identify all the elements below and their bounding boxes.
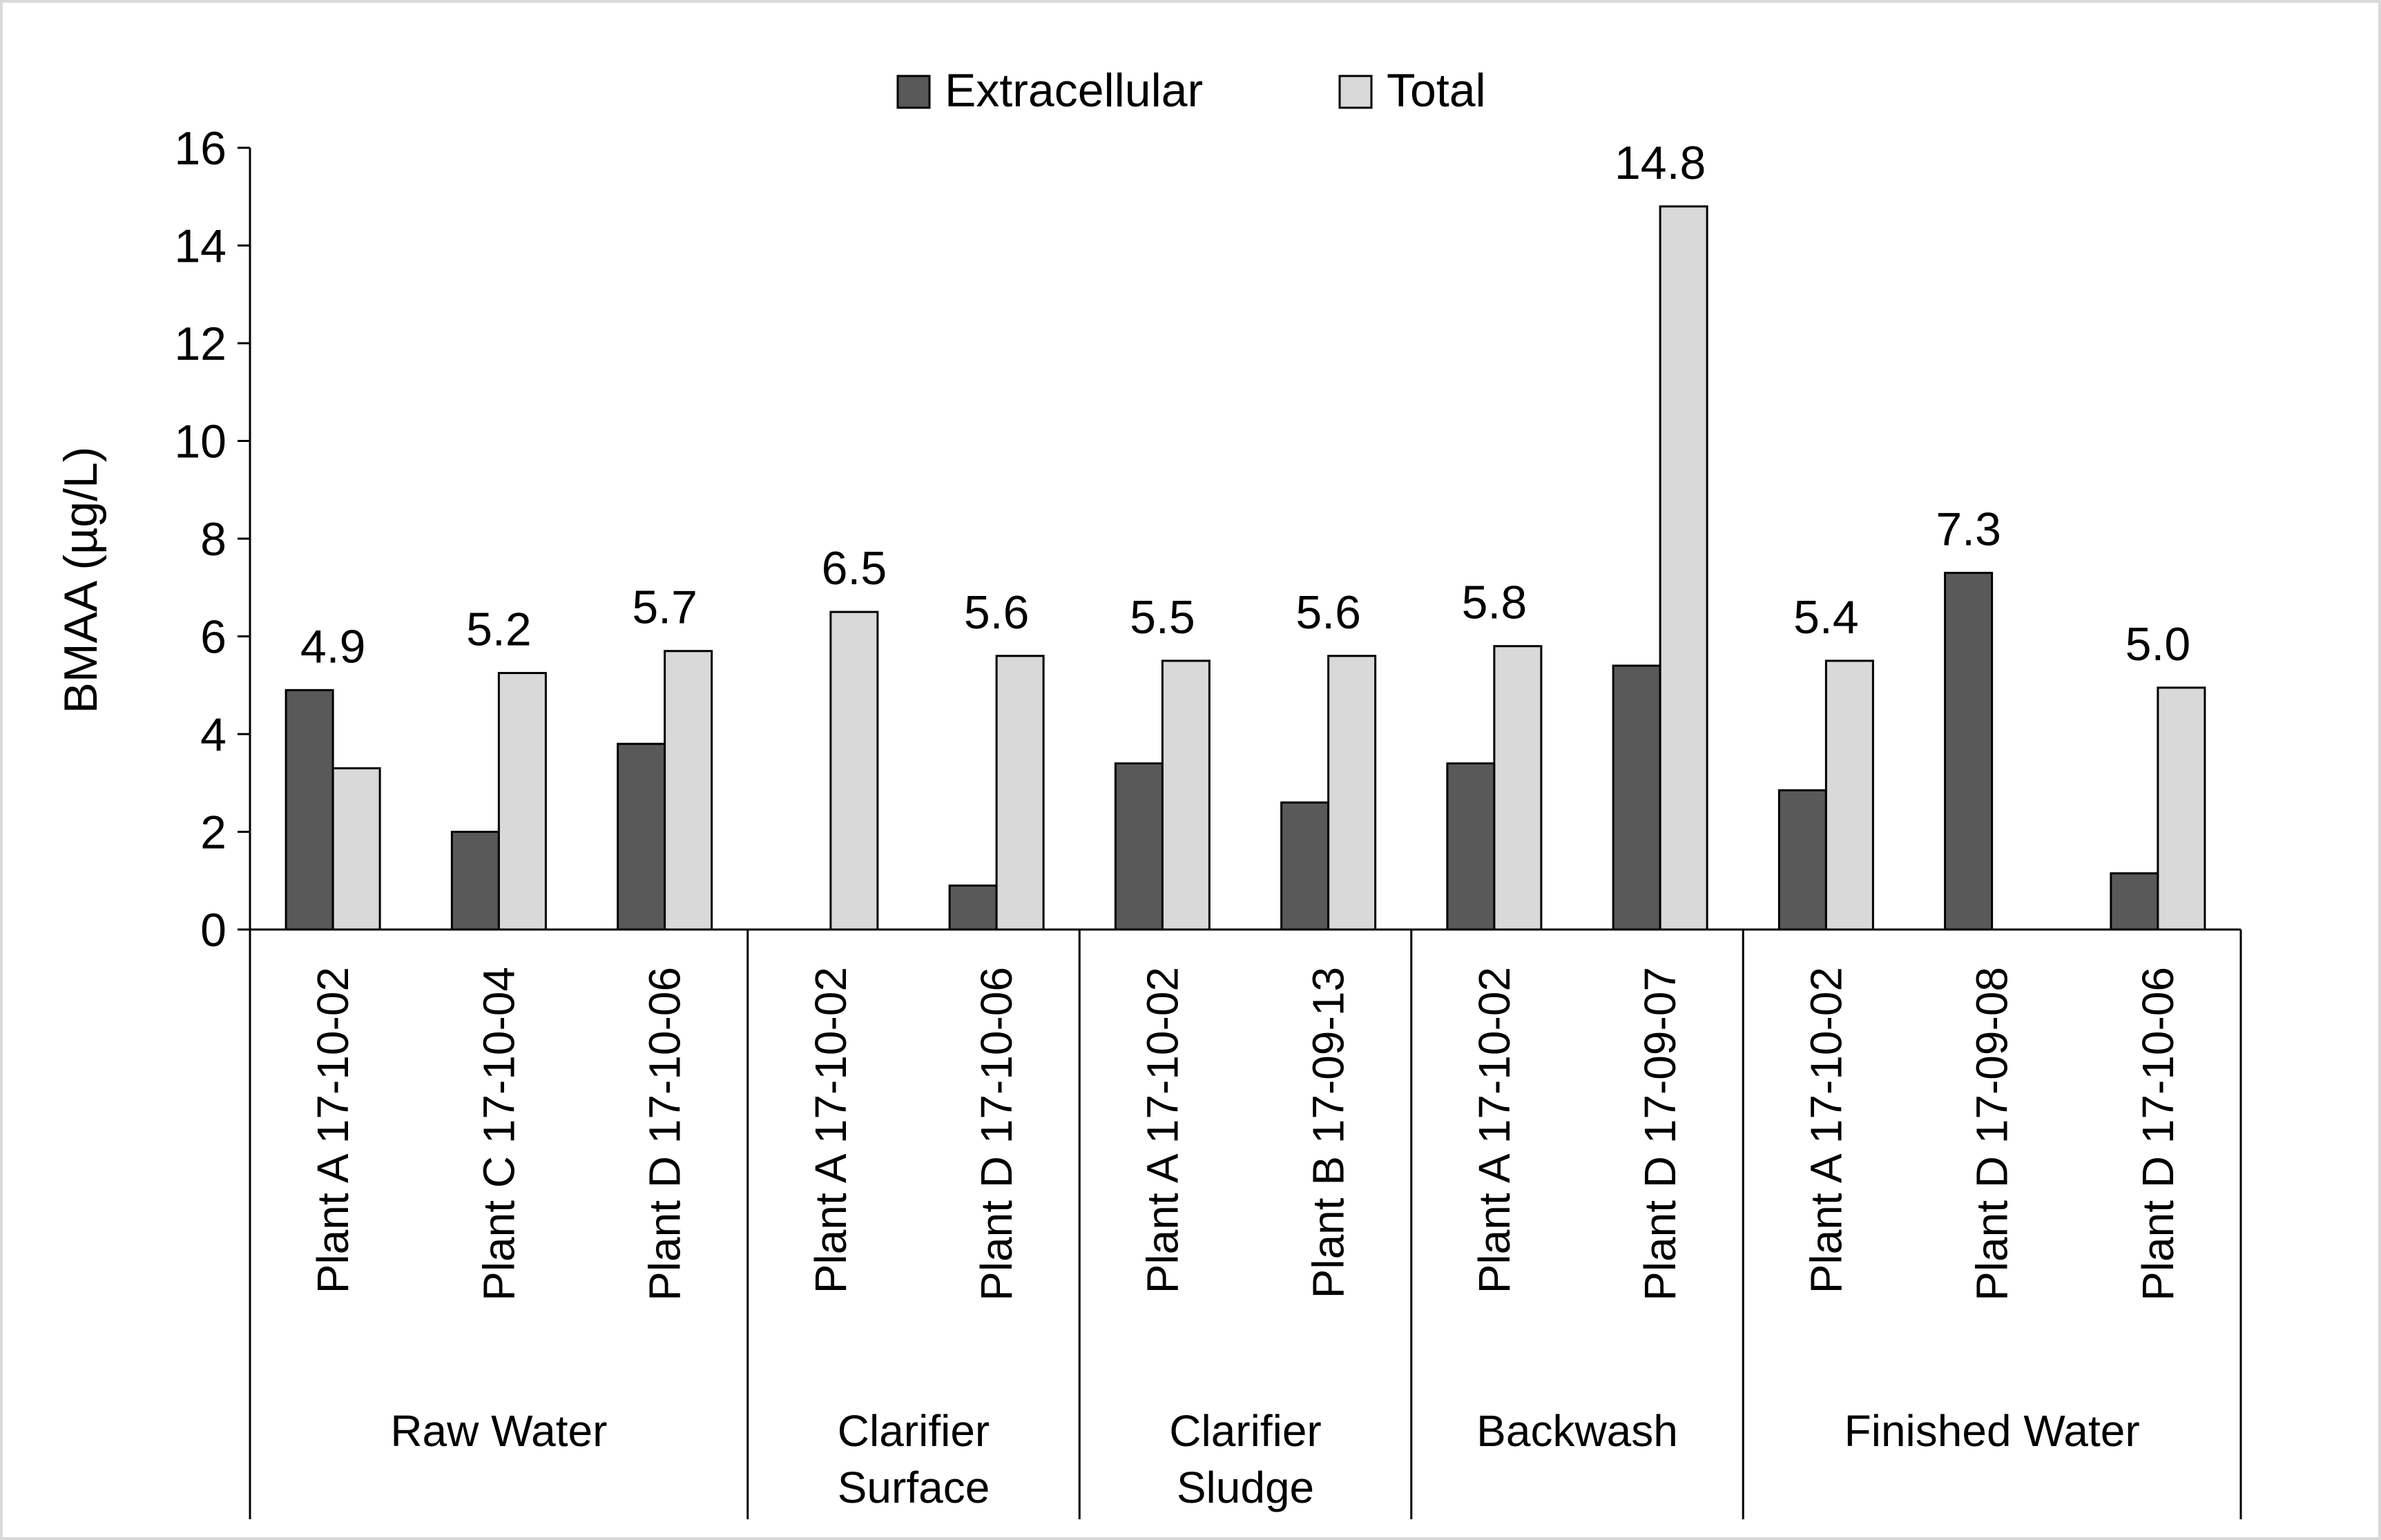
- y-tick-label: 8: [200, 513, 226, 566]
- category-label: Plant B 17-09-13: [1304, 967, 1353, 1298]
- group-label: Surface: [838, 1463, 990, 1512]
- bar-extracellular: [450, 831, 500, 931]
- bars: [285, 205, 2206, 931]
- data-label: 5.8: [1462, 577, 1527, 629]
- bar-extracellular: [617, 742, 666, 931]
- bar-total: [1327, 655, 1377, 931]
- data-label: 14.8: [1614, 137, 1706, 189]
- bar-total: [1659, 205, 1708, 931]
- group-label: Backwash: [1476, 1406, 1678, 1456]
- category-label: Plant A 17-10-02: [1469, 967, 1519, 1293]
- data-label: 7.3: [1936, 503, 2001, 556]
- bar-extracellular: [1114, 762, 1164, 931]
- bar-total: [1161, 660, 1211, 931]
- group-label: Clarifier: [1169, 1406, 1321, 1456]
- bar-total: [497, 672, 547, 931]
- category-label: Plant D 17-10-06: [640, 967, 690, 1301]
- group-label: Raw Water: [390, 1406, 607, 1456]
- data-label: 5.5: [1130, 591, 1195, 644]
- bar-extracellular: [1446, 762, 1496, 931]
- bar-extracellular: [1612, 664, 1661, 931]
- group-label: Finished Water: [1844, 1406, 2140, 1456]
- data-label: 5.6: [964, 586, 1030, 639]
- legend: Extracellular Total: [896, 64, 1486, 117]
- bar-extracellular: [1777, 789, 1827, 931]
- bar-extracellular: [2110, 872, 2159, 931]
- category-label: Plant A 17-10-02: [308, 967, 358, 1293]
- bar-total: [2157, 686, 2206, 931]
- y-tick-label: 14: [174, 220, 226, 273]
- bar-total: [995, 655, 1045, 931]
- bar-extracellular: [285, 689, 334, 931]
- bar-extracellular: [948, 884, 998, 931]
- y-tick-label: 12: [174, 318, 226, 370]
- category-label: Plant C 17-10-04: [474, 967, 523, 1301]
- group-labels: Raw Water Clarifier Surface Clarifier Sludge…: [390, 1406, 2139, 1512]
- data-labels: 4.9 5.2 5.7 6.5 5.6 5.5 5.6 5.8 14.8 5.4 7.3 5.0: [300, 137, 2190, 673]
- y-tick-label: 2: [200, 807, 226, 859]
- legend-swatch: [896, 75, 931, 109]
- bar-total: [331, 767, 381, 931]
- bar-total: [1824, 660, 1874, 931]
- data-label: 5.0: [2125, 618, 2191, 671]
- y-tick-label: 10: [174, 416, 226, 468]
- x-axis: [249, 928, 2242, 1519]
- y-tick-label: 16: [174, 122, 226, 175]
- bar-total: [829, 610, 879, 931]
- category-label: Plant D 17-10-06: [2133, 967, 2183, 1301]
- category-label: Plant D 17-09-08: [1967, 967, 2017, 1301]
- legend-label: Total: [1387, 64, 1486, 117]
- data-label: 5.6: [1295, 586, 1361, 639]
- group-label: Sludge: [1177, 1463, 1314, 1512]
- category-label: Plant A 17-10-02: [1137, 967, 1187, 1293]
- bar-total: [1493, 645, 1543, 931]
- category-label: Plant D 17-09-07: [1635, 967, 1685, 1301]
- data-label: 5.2: [466, 604, 532, 656]
- y-axis-title: BMAA (µg/L): [55, 447, 107, 714]
- group-label: Clarifier: [838, 1406, 990, 1456]
- y-axis: 0 2 4 6 8 10 12 14 16: [174, 122, 251, 956]
- data-label: 6.5: [822, 542, 887, 595]
- y-tick-label: 0: [200, 904, 226, 956]
- bar-extracellular: [1944, 572, 1994, 931]
- legend-swatch: [1338, 75, 1373, 109]
- category-label: Plant A 17-10-02: [806, 967, 856, 1293]
- category-labels: Plant A 17-10-02 Plant C 17-10-04 Plant D …: [308, 967, 2183, 1301]
- bar-total: [664, 650, 713, 931]
- bar-extracellular: [1280, 801, 1330, 931]
- y-tick-label: 4: [200, 709, 226, 761]
- data-label: 4.9: [300, 620, 366, 673]
- y-tick-label: 6: [200, 611, 226, 664]
- legend-label: Extracellular: [945, 64, 1203, 117]
- category-label: Plant D 17-10-06: [972, 967, 1021, 1301]
- data-label: 5.7: [632, 581, 697, 634]
- data-label: 5.4: [1793, 591, 1859, 644]
- category-label: Plant A 17-10-02: [1801, 967, 1851, 1293]
